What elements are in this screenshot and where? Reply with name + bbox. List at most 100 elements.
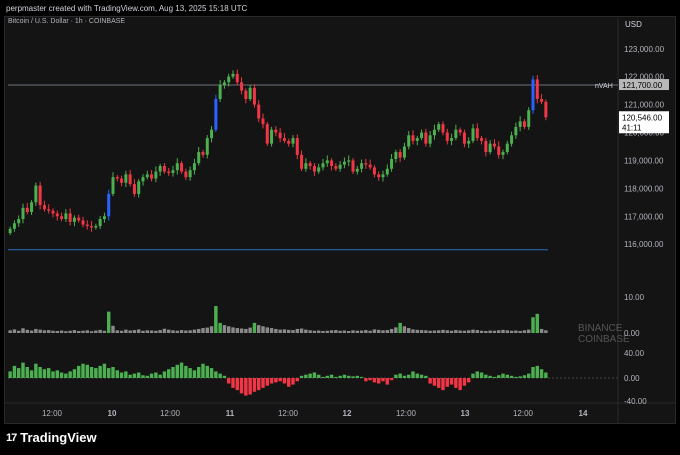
x-tick-label: 12 [343,409,352,418]
delta-bar [385,378,389,385]
volume-bar [385,330,389,333]
delta-bar [205,365,209,378]
candle-body [304,163,308,169]
delta-bar [265,378,269,386]
candle-body [535,79,539,99]
volume-bar [497,330,501,333]
volume-bar [347,330,351,333]
delta-bar [394,374,398,378]
volume-bar [29,330,34,333]
delta-axis-label: -40.00 [624,397,647,406]
delta-bar [308,373,312,378]
volume-bar [282,329,287,333]
delta-bar [479,372,484,378]
candle-body [342,161,346,165]
delta-bar [497,375,501,378]
candle-body [141,177,145,182]
volume-bar [295,328,299,333]
delta-bar [145,375,149,378]
candle-body [90,226,94,228]
candle-body [214,99,218,130]
delta-bar [402,375,407,378]
delta-bar [162,371,167,378]
delta-bar [64,373,68,378]
volume-bar [248,327,252,333]
candle-body [227,76,231,83]
volume-bar [291,330,295,333]
volume-bar [115,330,119,333]
delta-bar [544,372,548,378]
delta-bar [252,378,257,392]
delta-bar [471,373,475,378]
volume-bar [432,330,437,333]
volume-bar [192,329,197,333]
candle-body [514,126,518,136]
delta-bar [359,376,364,378]
volume-bar [278,329,282,333]
candle-body [192,163,196,171]
candle-body [167,171,171,173]
volume-bar [64,331,68,333]
candle-body [458,129,462,133]
candle-body [540,99,544,102]
volume-bar [107,311,111,333]
candle-body [484,140,488,153]
delta-bar [214,371,218,378]
x-tick-label: 12:00 [160,409,181,418]
volume-bar [372,329,377,333]
candle-body [154,171,158,179]
volume-bar [171,330,175,333]
delta-bar [179,362,184,378]
delta-bar [535,365,539,378]
candle-body [407,135,411,147]
delta-bar [398,373,402,378]
volume-bar [197,328,201,333]
candle-body [441,124,445,133]
volume-bar [145,330,149,333]
candle-body [450,138,454,141]
delta-bar [119,372,124,378]
candle-body [360,163,364,169]
delta-bar [329,374,334,378]
candle-body [411,135,415,141]
delta-bar [304,374,308,378]
volume-bar [119,330,124,333]
delta-bar [107,368,111,378]
delta-bar [81,363,85,378]
volume-bar [535,313,539,333]
volume-bar [162,328,167,333]
volume-bar [89,331,94,333]
candle-body [77,217,81,221]
candle-body [377,174,381,178]
candle-body [394,152,398,160]
volume-bar [231,327,235,333]
delta-bar [111,367,115,378]
volume-bar [38,329,42,333]
candle-body [265,124,269,144]
candle-body [184,171,188,178]
volume-bar [381,330,385,333]
tradingview-mark-icon: 17 [6,431,17,444]
candle-body [522,121,526,127]
price-label-box [619,79,669,91]
volume-bar [175,330,179,333]
delta-bar [531,367,535,378]
delta-bar [137,372,141,378]
volume-bar [368,330,372,333]
delta-bar [227,378,231,384]
volume-bar [334,330,338,333]
delta-bar [325,375,329,378]
volume-bar [154,330,158,333]
delta-bar [51,371,55,378]
candle-body [218,85,222,99]
volume-bar [214,306,218,333]
nvah-label: nVAH [595,83,613,90]
delta-bar [505,374,509,378]
candle-body [68,213,72,222]
delta-bar [449,378,454,385]
candle-body [437,124,441,130]
volume-bar [111,325,115,333]
volume-bar [411,329,415,333]
volume-axis-label: 10.00 [624,293,645,302]
